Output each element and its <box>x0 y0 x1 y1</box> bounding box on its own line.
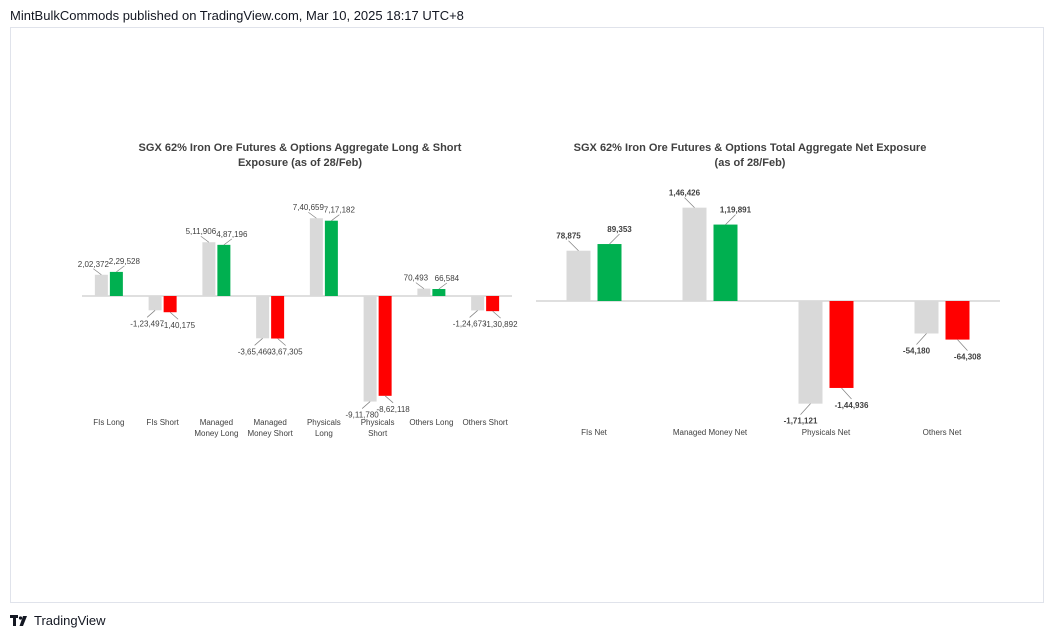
label-leader <box>116 265 125 273</box>
chart-title-left: SGX 62% Iron Ore Futures & Options Aggre… <box>138 142 462 169</box>
category-label: FIs Short <box>146 418 179 427</box>
chart-title-right: SGX 62% Iron Ore Futures & Options Total… <box>573 142 927 169</box>
category-label: Managed <box>253 418 286 427</box>
data-label: 1,46,426 <box>669 189 701 198</box>
data-label: -3,65,460 <box>238 347 272 356</box>
label-leader <box>469 310 478 318</box>
category-label: Managed <box>200 418 233 427</box>
category-label: Short <box>368 429 388 438</box>
label-leader <box>254 338 263 346</box>
label-leader <box>415 282 425 289</box>
label-leader <box>438 282 448 290</box>
bar-prev-1 <box>682 207 707 301</box>
label-leader <box>384 395 394 404</box>
label-leader <box>916 333 927 345</box>
label-leader <box>169 311 179 320</box>
data-label: -1,30,892 <box>484 320 518 329</box>
bar-curr-1 <box>713 224 738 301</box>
label-leader <box>609 233 620 245</box>
bar-curr-7 <box>486 296 500 312</box>
label-leader <box>841 387 852 400</box>
bar-prev-0 <box>566 250 591 301</box>
bar-prev-7 <box>471 296 485 311</box>
data-label: -1,24,673 <box>453 319 487 328</box>
data-label: 1,19,891 <box>720 206 752 215</box>
label-leader <box>492 310 501 319</box>
bar-curr-0 <box>109 271 123 296</box>
data-label: 78,875 <box>556 232 581 241</box>
data-label: 70,493 <box>404 274 429 283</box>
category-label: Physicals Net <box>802 428 851 437</box>
bar-curr-2 <box>217 244 231 296</box>
bar-curr-6 <box>432 289 446 296</box>
data-label: 2,02,372 <box>78 260 110 269</box>
data-label: 2,29,528 <box>109 257 141 266</box>
bar-prev-2 <box>798 301 823 404</box>
label-leader <box>308 211 317 219</box>
label-leader <box>200 235 210 243</box>
category-label: Others Short <box>462 418 508 427</box>
tradingview-logo-icon <box>10 614 30 627</box>
data-label: -64,308 <box>954 353 982 362</box>
label-leader <box>725 214 736 225</box>
bar-prev-6 <box>417 288 431 296</box>
bar-curr-2 <box>829 301 854 388</box>
category-label: Money Short <box>247 429 293 438</box>
data-label: -1,40,175 <box>161 321 195 330</box>
category-label: Others Long <box>409 418 453 427</box>
publish-header: MintBulkCommods published on TradingView… <box>10 8 464 23</box>
category-label: FIs Net <box>581 428 608 437</box>
data-label: 7,40,659 <box>293 203 325 212</box>
label-leader <box>800 403 811 415</box>
label-leader <box>684 197 695 208</box>
bar-curr-3 <box>945 301 970 340</box>
bar-prev-4 <box>309 218 323 296</box>
label-leader <box>361 401 371 409</box>
footer: TradingView <box>10 613 106 628</box>
category-label: Long <box>315 429 333 438</box>
data-label: -1,23,497 <box>130 319 164 328</box>
bar-prev-5 <box>363 296 377 402</box>
bar-prev-0 <box>94 274 108 296</box>
label-leader <box>331 214 340 221</box>
data-label: -1,44,936 <box>835 401 869 410</box>
label-leader <box>568 240 579 251</box>
footer-brand: TradingView <box>34 613 106 628</box>
label-leader <box>223 238 233 246</box>
bar-curr-4 <box>324 220 338 296</box>
category-label: Managed Money Net <box>673 428 748 437</box>
label-leader <box>277 338 286 346</box>
bar-curr-5 <box>378 296 392 396</box>
data-label: 5,11,906 <box>186 227 217 236</box>
category-label: Others Net <box>923 428 962 437</box>
bar-prev-3 <box>256 296 270 339</box>
bar-curr-1 <box>163 296 177 313</box>
data-label: -1,71,121 <box>784 417 818 426</box>
bar-prev-1 <box>148 296 162 311</box>
data-label: 66,584 <box>435 274 460 283</box>
data-label: -3,67,305 <box>269 348 303 357</box>
bar-curr-3 <box>271 296 285 339</box>
category-label: Money Long <box>194 429 238 438</box>
chart-frame <box>10 27 1044 603</box>
data-label: -8,62,118 <box>377 405 411 414</box>
data-label: 89,353 <box>607 225 632 234</box>
category-label: Physicals <box>307 418 341 427</box>
bar-prev-3 <box>914 301 939 334</box>
label-leader <box>146 310 156 318</box>
data-label: 7,17,182 <box>324 206 356 215</box>
data-label: -9,11,780 <box>346 411 380 420</box>
category-label: FIs Long <box>93 418 124 427</box>
category-label: Physicals <box>361 418 395 427</box>
data-label: 4,87,196 <box>216 230 248 239</box>
bar-curr-0 <box>597 244 622 301</box>
data-label: -54,180 <box>903 347 931 356</box>
label-leader <box>957 339 968 351</box>
bar-prev-2 <box>202 242 216 296</box>
label-leader <box>93 268 102 276</box>
